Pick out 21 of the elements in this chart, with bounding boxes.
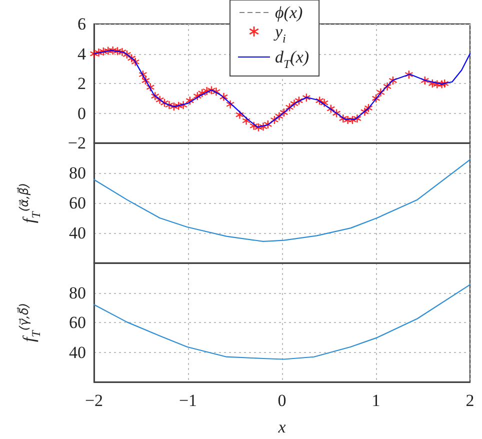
y-tick-label: 4 — [78, 44, 86, 64]
y-axis-title: fT(γ⃗,δ⃗) — [16, 302, 43, 342]
x-tick-label: 2 — [466, 391, 474, 410]
x-tick-label: 0 — [278, 391, 286, 410]
y-tick-label: 80 — [69, 164, 86, 182]
x-tick-label: −1 — [178, 391, 198, 410]
y-tick-label: 40 — [69, 342, 86, 362]
y-tick-label: 60 — [69, 194, 86, 212]
y-tick-label: 0 — [78, 104, 86, 123]
x-axis-title: x — [277, 418, 286, 436]
legend-label: ϕ(x) — [275, 3, 304, 22]
y-tick-label: 6 — [78, 14, 86, 34]
y-tick-label: 40 — [69, 224, 86, 242]
y-axis-title: fT(α⃗,β⃗) — [16, 182, 43, 224]
line-series — [93, 159, 471, 242]
y-tick-label: 80 — [69, 283, 86, 302]
y-tick-label: 60 — [69, 313, 86, 332]
y-tick-label: 2 — [78, 74, 86, 93]
line-series — [93, 284, 471, 360]
y-tick-label: −2 — [68, 134, 86, 152]
x-tick-label: 1 — [372, 391, 380, 410]
